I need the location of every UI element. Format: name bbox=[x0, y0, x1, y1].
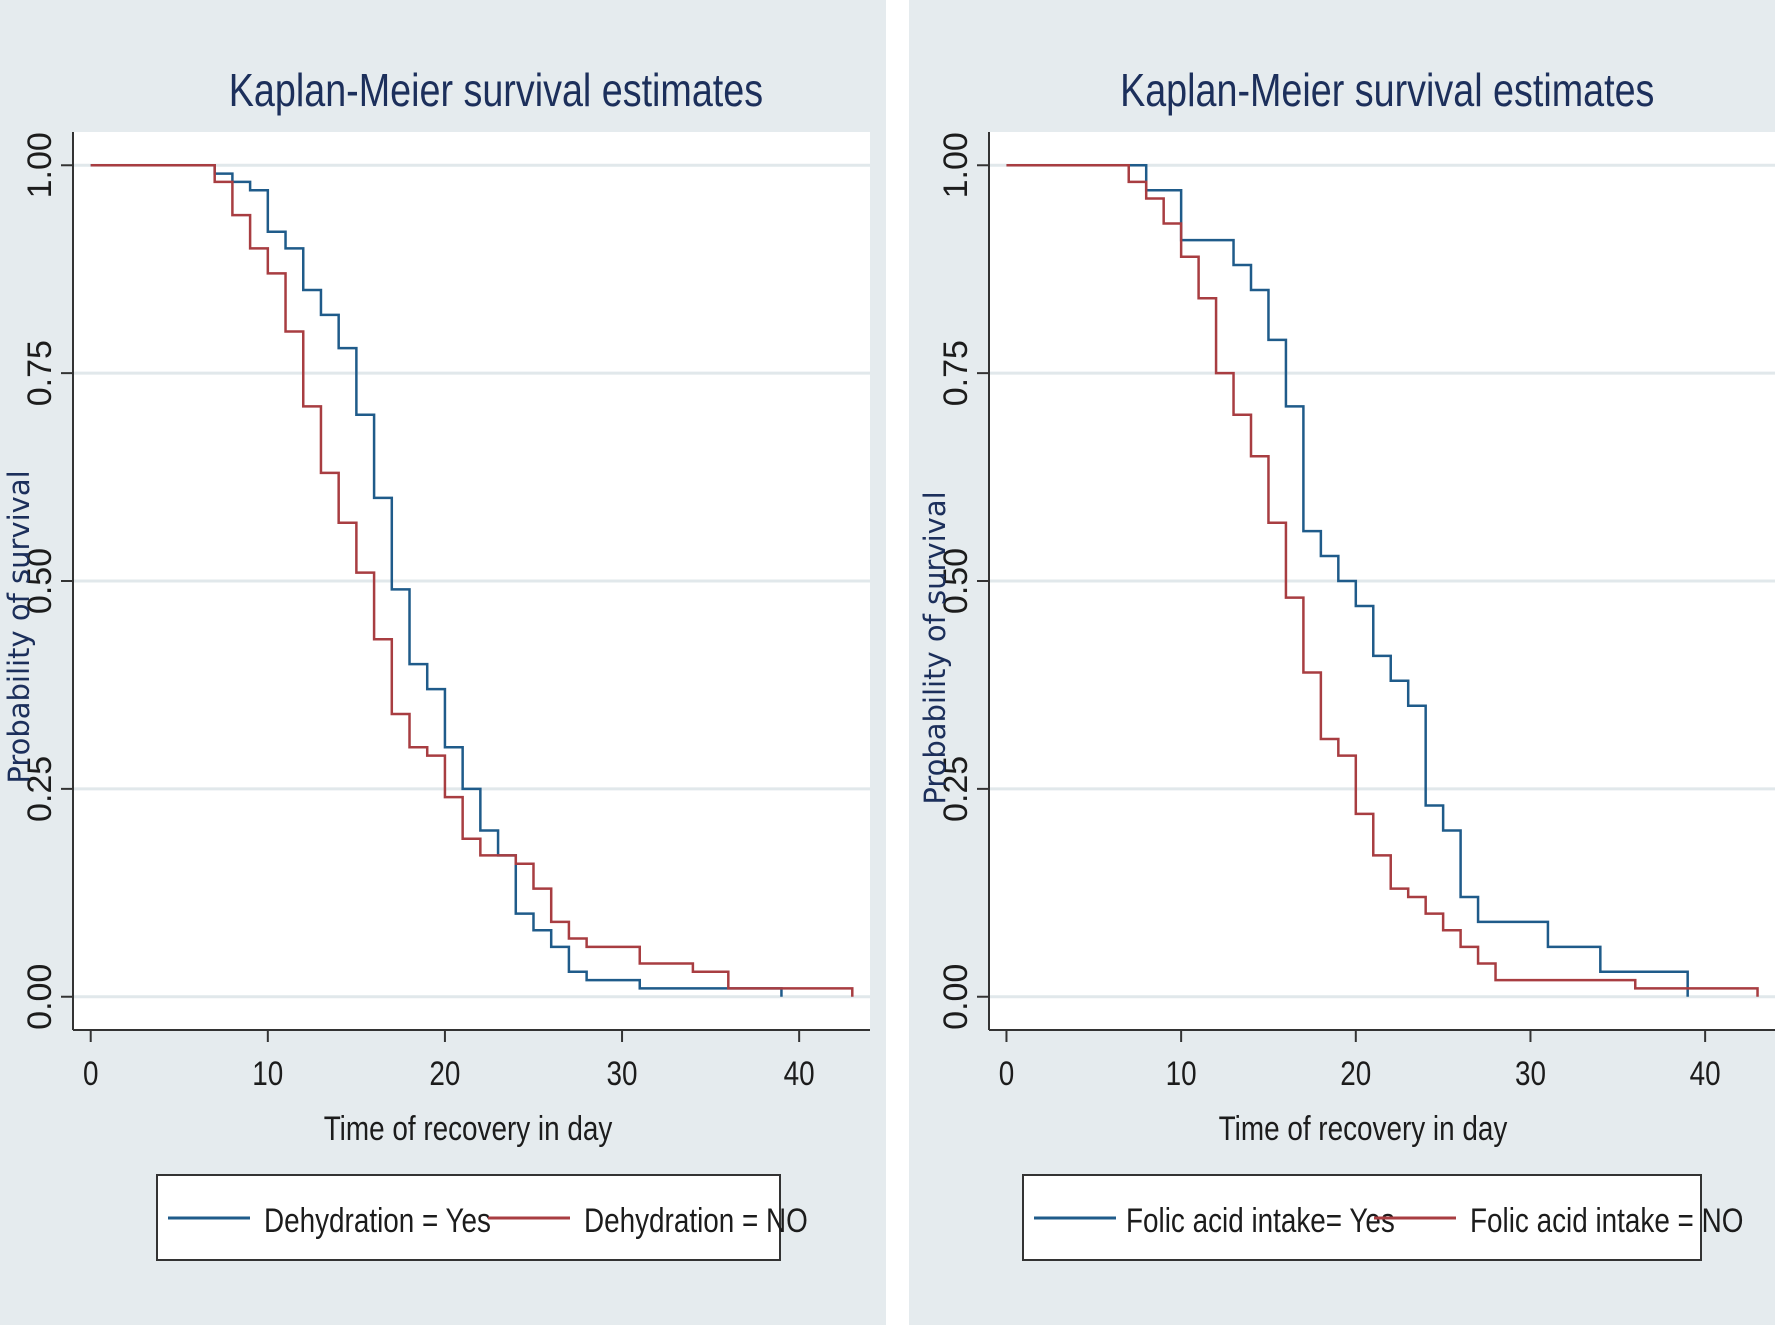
x-tick-label: 40 bbox=[784, 1054, 815, 1092]
chart-title: Kaplan-Meier survival estimates bbox=[229, 64, 763, 115]
y-tick-label: 0.25 bbox=[937, 756, 975, 822]
x-ticks: 0 10 20 30 40 bbox=[83, 1030, 815, 1093]
x-tick-label: 30 bbox=[607, 1054, 638, 1092]
chart-title: Kaplan-Meier survival estimates bbox=[1120, 64, 1654, 115]
y-ticks: 0.00 0.25 0.50 0.75 1.00 bbox=[21, 132, 73, 1030]
legend-box bbox=[156, 1174, 781, 1261]
y-axis-label: Probability of survival bbox=[918, 491, 952, 804]
y-tick-label: 1.00 bbox=[21, 132, 59, 198]
series-lines bbox=[90, 164, 854, 997]
y-tick-label: 0.00 bbox=[21, 964, 59, 1030]
survival-curve-no bbox=[1006, 164, 1759, 997]
legend-box bbox=[1022, 1174, 1702, 1261]
chart-panel-right: 0 10 20 30 40 0.00 0.25 0.50 0.75 1.00 Kaplan-Me… bbox=[909, 0, 1775, 1325]
x-tick-label: 0 bbox=[999, 1054, 1015, 1092]
y-tick-label: 0.50 bbox=[21, 548, 59, 614]
y-ticks: 0.00 0.25 0.50 0.75 1.00 bbox=[937, 132, 989, 1030]
km-chart-right: 0 10 20 30 40 0.00 0.25 0.50 0.75 1.00 Kaplan-Me… bbox=[918, 64, 1775, 1261]
y-tick-label: 0.50 bbox=[937, 548, 975, 614]
legend-label-no: Folic acid intake = NO bbox=[1470, 1201, 1743, 1239]
y-axis-label: Probability of survival bbox=[2, 470, 36, 783]
y-tick-label: 0.25 bbox=[21, 756, 59, 822]
legend-label-yes: Folic acid intake= Yes bbox=[1126, 1201, 1395, 1239]
x-tick-label: 0 bbox=[83, 1054, 99, 1092]
x-tick-label: 10 bbox=[1166, 1054, 1197, 1092]
survival-curve-yes bbox=[1006, 164, 1689, 997]
x-tick-label: 20 bbox=[429, 1054, 460, 1092]
y-tick-label: 0.00 bbox=[937, 964, 975, 1030]
x-ticks: 0 10 20 30 40 bbox=[999, 1030, 1721, 1093]
chart-panel-left: 0 10 20 30 40 0.00 0.25 0.50 0.75 1.00 Kaplan-Me… bbox=[0, 0, 886, 1325]
y-tick-label: 1.00 bbox=[937, 132, 975, 198]
km-chart-left: 0 10 20 30 40 0.00 0.25 0.50 0.75 1.00 Kaplan-Me… bbox=[2, 64, 870, 1261]
x-tick-label: 10 bbox=[252, 1054, 283, 1092]
legend-label-yes: Dehydration = Yes bbox=[264, 1201, 491, 1239]
legend-label-no: Dehydration = NO bbox=[584, 1201, 808, 1239]
x-axis-label: Time of recovery in day bbox=[324, 1109, 613, 1147]
x-tick-label: 20 bbox=[1340, 1054, 1371, 1092]
series-lines bbox=[1006, 164, 1759, 997]
survival-curve-yes bbox=[90, 164, 783, 997]
y-tick-label: 0.75 bbox=[21, 340, 59, 406]
x-axis-label: Time of recovery in day bbox=[1219, 1109, 1508, 1147]
x-tick-label: 40 bbox=[1690, 1054, 1721, 1092]
survival-curve-no bbox=[90, 164, 854, 997]
x-tick-label: 30 bbox=[1515, 1054, 1546, 1092]
y-tick-label: 0.75 bbox=[937, 340, 975, 406]
